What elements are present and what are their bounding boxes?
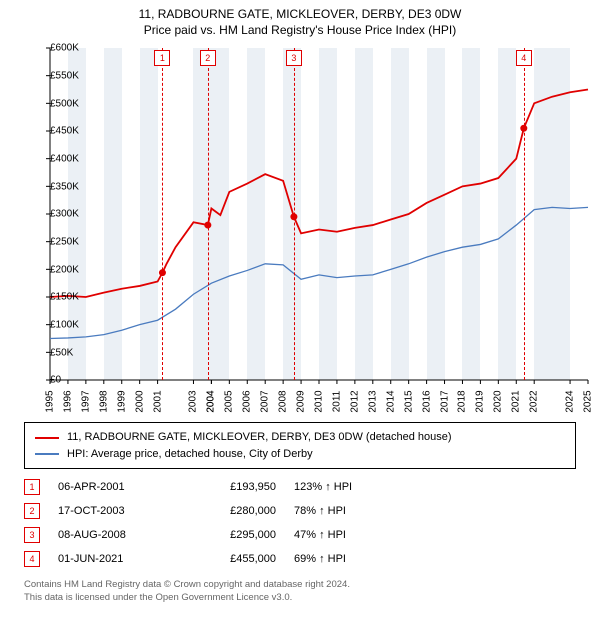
x-axis-label: 2014 — [385, 391, 396, 413]
legend-row: 11, RADBOURNE GATE, MICKLEOVER, DERBY, D… — [35, 429, 565, 446]
event-date: 01-JUN-2021 — [58, 553, 168, 565]
event-line — [294, 48, 295, 380]
footer-line-1: Contains HM Land Registry data © Crown c… — [24, 579, 576, 592]
event-pct: 123% ↑ HPI — [294, 481, 576, 493]
footer-line-2: This data is licensed under the Open Gov… — [24, 592, 576, 605]
event-pct: 78% ↑ HPI — [294, 505, 576, 517]
event-number: 4 — [24, 551, 40, 567]
legend-row: HPI: Average price, detached house, City… — [35, 446, 565, 463]
series-hpi — [50, 208, 588, 339]
y-axis-label: £100K — [50, 320, 54, 331]
x-axis-label: 2025 — [583, 391, 594, 413]
x-axis-label: 2000 — [134, 391, 145, 413]
x-axis-label: 2009 — [296, 391, 307, 413]
y-axis-label: £300K — [50, 209, 54, 220]
x-axis-label: 2010 — [314, 391, 325, 413]
event-row: 4 01-JUN-2021 £455,000 69% ↑ HPI — [24, 547, 576, 571]
event-marker-number: 3 — [286, 50, 302, 66]
events-table: 1 06-APR-2001 £193,950 123% ↑ HPI 2 17-OCT-20… — [24, 475, 576, 571]
y-axis-label: £400K — [50, 154, 54, 165]
chart-title-1: 11, RADBOURNE GATE, MICKLEOVER, DERBY, D… — [4, 6, 596, 22]
y-axis-label: £250K — [50, 237, 54, 248]
legend-swatch — [35, 453, 59, 455]
legend-swatch — [35, 437, 59, 439]
event-number: 1 — [24, 479, 40, 495]
event-price: £455,000 — [186, 553, 276, 565]
x-axis-label: 2013 — [367, 391, 378, 413]
x-axis-label: 2012 — [349, 391, 360, 413]
x-axis-label: 2007 — [260, 391, 271, 413]
event-date: 06-APR-2001 — [58, 481, 168, 493]
x-axis-label: 1999 — [116, 391, 127, 413]
series-price_paid — [50, 90, 588, 298]
event-date: 08-AUG-2008 — [58, 529, 168, 541]
y-axis-label: £200K — [50, 264, 54, 275]
x-axis-label: 2008 — [278, 391, 289, 413]
y-axis-label: £500K — [50, 98, 54, 109]
y-axis-label: £450K — [50, 126, 54, 137]
event-row: 2 17-OCT-2003 £280,000 78% ↑ HPI — [24, 499, 576, 523]
legend-label: 11, RADBOURNE GATE, MICKLEOVER, DERBY, D… — [67, 429, 452, 446]
legend-label: HPI: Average price, detached house, City… — [67, 446, 313, 463]
x-axis-label: 1997 — [80, 391, 91, 413]
x-axis-label: 2019 — [475, 391, 486, 413]
event-row: 3 08-AUG-2008 £295,000 47% ↑ HPI — [24, 523, 576, 547]
event-row: 1 06-APR-2001 £193,950 123% ↑ HPI — [24, 475, 576, 499]
event-line — [162, 48, 163, 380]
legend: 11, RADBOURNE GATE, MICKLEOVER, DERBY, D… — [24, 422, 576, 469]
chart-area: £0 £50K £100K £150K £200K £250K £300K £350K £400… — [4, 44, 596, 414]
chart-title-2: Price paid vs. HM Land Registry's House … — [4, 22, 596, 38]
x-axis-label: 2018 — [457, 391, 468, 413]
event-marker-number: 2 — [200, 50, 216, 66]
event-price: £280,000 — [186, 505, 276, 517]
event-line — [524, 48, 525, 380]
event-price: £193,950 — [186, 481, 276, 493]
footer: Contains HM Land Registry data © Crown c… — [24, 579, 576, 605]
x-axis-label: 2022 — [529, 391, 540, 413]
x-axis-label: 2024 — [565, 391, 576, 413]
event-date: 17-OCT-2003 — [58, 505, 168, 517]
x-axis-label: 1995 — [45, 391, 56, 413]
x-axis-label: 2004 — [206, 391, 217, 413]
x-axis-label: 2005 — [224, 391, 235, 413]
y-axis-label: £600K — [50, 43, 54, 54]
x-axis-label: 1998 — [98, 391, 109, 413]
x-axis-label: 2021 — [511, 391, 522, 413]
y-axis-label: £350K — [50, 181, 54, 192]
x-axis-label: 2015 — [403, 391, 414, 413]
y-axis-label: £550K — [50, 71, 54, 82]
event-number: 3 — [24, 527, 40, 543]
y-axis-label: £150K — [50, 292, 54, 303]
x-axis-label: 2017 — [439, 391, 450, 413]
x-axis-label: 2001 — [152, 391, 163, 413]
x-axis-label: 1996 — [62, 391, 73, 413]
event-line — [208, 48, 209, 380]
event-number: 2 — [24, 503, 40, 519]
x-axis-label: 2011 — [331, 391, 342, 413]
event-marker-number: 1 — [154, 50, 170, 66]
x-axis-label: 2016 — [421, 391, 432, 413]
event-pct: 47% ↑ HPI — [294, 529, 576, 541]
event-marker-number: 4 — [516, 50, 532, 66]
x-axis-label: 2003 — [188, 391, 199, 413]
event-price: £295,000 — [186, 529, 276, 541]
x-axis-label: 2006 — [242, 391, 253, 413]
y-axis-label: £0 — [50, 375, 54, 386]
x-axis-label: 2020 — [493, 391, 504, 413]
event-pct: 69% ↑ HPI — [294, 553, 576, 565]
y-axis-label: £50K — [50, 347, 54, 358]
